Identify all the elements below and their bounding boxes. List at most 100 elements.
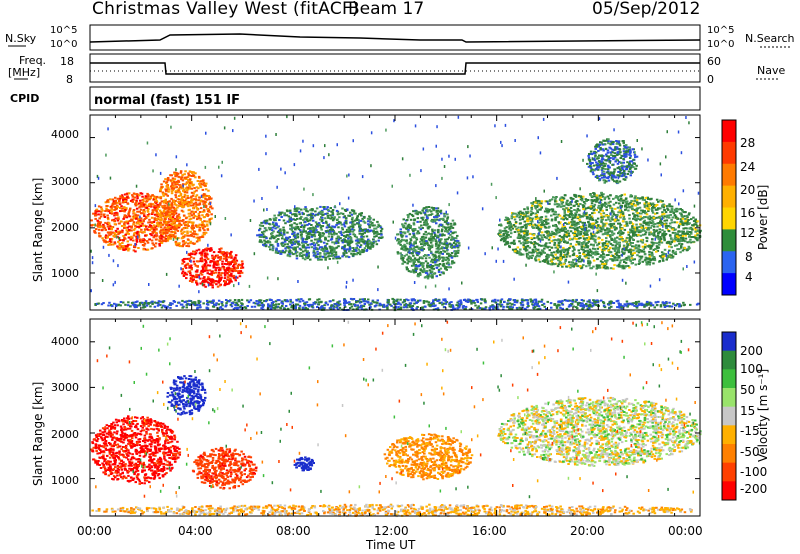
echo-cell: [598, 241, 601, 244]
echo-cell: [519, 234, 523, 237]
echo-cell: [685, 249, 689, 252]
echo-cell: [152, 224, 156, 227]
echo-cell: [694, 221, 698, 224]
echo-cell: [368, 215, 371, 218]
echo-cell: [429, 235, 433, 238]
echo-cell: [420, 243, 423, 246]
echo-cell: [318, 212, 322, 215]
echo-cell: [334, 247, 337, 250]
echo-cell: [558, 229, 562, 232]
echo-cell: [360, 214, 363, 217]
echo-cell: [109, 238, 112, 241]
echo-cell: [406, 258, 409, 261]
echo-cell: [358, 238, 362, 241]
echo-cell: [279, 252, 283, 255]
echo-cell: [271, 246, 275, 249]
echo-cell: [322, 206, 325, 209]
echo-cell: [557, 242, 561, 244]
echo-cell: [125, 207, 128, 210]
echo-cell: [125, 247, 129, 250]
echo-cell: [134, 203, 137, 206]
echo-cell: [180, 199, 183, 202]
echo-cell: [658, 243, 661, 246]
echo-cell: [443, 243, 446, 245]
echo-cell: [148, 238, 151, 241]
echo-cell: [679, 220, 682, 223]
echo-cell: [130, 226, 133, 229]
echo-cell: [156, 213, 159, 216]
echo-cell: [361, 229, 365, 231]
echo-cell: [324, 256, 328, 259]
echo-cell: [139, 192, 142, 195]
echo-cell: [413, 258, 416, 261]
echo-cell: [187, 212, 191, 215]
echo-cell: [326, 250, 329, 253]
echo-cell: [171, 183, 174, 186]
echo-cell: [605, 208, 608, 211]
echo-cell: [305, 254, 309, 257]
echo-cell: [169, 227, 172, 229]
echo-cell: [355, 253, 358, 256]
echo-cell: [175, 191, 178, 194]
echo-cell: [158, 235, 162, 238]
echo-cell: [569, 213, 572, 215]
echo-cell: [681, 249, 685, 252]
echo-cell: [444, 228, 448, 231]
echo-cell: [184, 198, 188, 201]
echo-cell: [118, 231, 121, 234]
echo-cell: [188, 185, 192, 188]
echo-cell: [114, 217, 117, 220]
echo-cell: [143, 215, 146, 217]
echo-cell: [341, 246, 344, 249]
echo-cell: [619, 213, 623, 216]
echo-cell: [154, 201, 157, 204]
echo-cell: [127, 192, 131, 195]
echo-cell: [135, 214, 138, 217]
echo-cell: [369, 241, 373, 244]
echo-cell: [318, 255, 321, 258]
echo-cell: [596, 226, 599, 229]
echo-cell: [396, 252, 400, 255]
echo-cell: [665, 219, 669, 222]
echo-cell: [546, 211, 549, 214]
echo-cell: [684, 234, 687, 237]
echo-cell: [113, 214, 116, 217]
echo-cell: [582, 201, 586, 203]
echo-cell: [169, 220, 173, 223]
echo-cell: [225, 251, 229, 254]
echo-cell: [319, 218, 322, 221]
echo-cell: [371, 244, 375, 247]
echo-cell: [565, 265, 568, 268]
echo-cell: [204, 285, 207, 288]
echo-cell: [194, 252, 198, 255]
echo-cell: [179, 203, 182, 206]
echo-cell: [420, 216, 424, 219]
echo-cell: [674, 208, 677, 211]
echo-cell: [172, 185, 175, 187]
echo-cell: [165, 223, 168, 226]
echo-cell: [122, 217, 125, 220]
echo-cell: [564, 228, 567, 230]
echo-cell: [113, 212, 116, 215]
echo-cell: [543, 260, 547, 263]
echo-cell: [272, 221, 275, 224]
echo-cell: [206, 224, 209, 227]
echo-cell: [412, 222, 416, 225]
echo-cell: [160, 214, 163, 217]
echo-cell: [143, 228, 147, 231]
echo-cell: [639, 249, 642, 252]
echo-cell: [118, 197, 122, 200]
echo-cell: [198, 203, 202, 206]
echo-cell: [421, 270, 424, 273]
echo-cell: [663, 234, 667, 237]
echo-cell: [562, 246, 565, 249]
echo-cell: [538, 202, 541, 205]
echo-cell: [688, 247, 691, 250]
echo-cell: [116, 235, 119, 238]
echo-cell: [399, 252, 402, 255]
echo-cell: [352, 250, 356, 253]
echo-cell: [206, 264, 210, 267]
echo-cell: [191, 199, 194, 202]
echo-cell: [268, 245, 271, 248]
echo-cell: [619, 265, 623, 268]
